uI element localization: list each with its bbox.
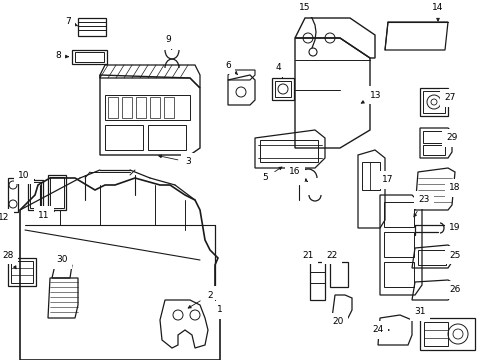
Bar xyxy=(422,131,444,143)
Bar xyxy=(150,97,160,118)
Bar xyxy=(28,180,43,210)
Text: 10: 10 xyxy=(18,171,34,180)
Bar xyxy=(417,250,445,265)
Bar xyxy=(260,140,317,162)
Bar xyxy=(422,91,444,113)
Text: 9: 9 xyxy=(165,36,172,49)
Text: 17: 17 xyxy=(381,175,393,184)
Text: 15: 15 xyxy=(299,4,311,17)
Text: 11: 11 xyxy=(38,210,55,220)
Bar xyxy=(329,262,347,287)
Bar xyxy=(383,262,413,287)
Bar xyxy=(148,125,185,150)
Text: 3: 3 xyxy=(158,155,190,166)
Bar xyxy=(419,318,474,350)
Bar xyxy=(274,81,290,97)
Bar xyxy=(361,162,379,190)
Bar xyxy=(419,88,447,116)
Text: 14: 14 xyxy=(431,4,443,21)
Text: 30: 30 xyxy=(56,256,68,265)
Text: 26: 26 xyxy=(448,285,460,294)
Text: 22: 22 xyxy=(325,251,337,260)
Bar xyxy=(30,182,41,208)
Text: 28: 28 xyxy=(2,251,16,269)
Bar xyxy=(8,258,36,286)
Text: 27: 27 xyxy=(444,94,455,103)
Bar xyxy=(75,52,104,62)
Text: 20: 20 xyxy=(332,318,343,327)
Bar xyxy=(422,145,444,155)
Text: 18: 18 xyxy=(448,184,460,193)
Text: 8: 8 xyxy=(55,51,68,60)
Bar xyxy=(383,232,413,257)
Bar xyxy=(309,262,325,300)
Text: 19: 19 xyxy=(448,224,460,233)
Bar xyxy=(48,175,66,210)
Bar xyxy=(423,322,447,346)
Bar xyxy=(72,50,107,64)
Text: 31: 31 xyxy=(413,307,426,316)
Text: 23: 23 xyxy=(413,195,429,217)
Text: 21: 21 xyxy=(302,251,313,260)
Bar xyxy=(11,261,33,283)
Text: 16: 16 xyxy=(289,167,307,182)
Bar xyxy=(108,97,118,118)
Text: 4: 4 xyxy=(275,63,282,77)
Text: 24: 24 xyxy=(372,325,388,334)
Text: 5: 5 xyxy=(262,167,281,183)
Bar xyxy=(271,78,293,100)
Bar xyxy=(383,202,413,227)
Bar xyxy=(122,97,132,118)
Text: 12: 12 xyxy=(0,213,10,222)
Bar xyxy=(136,97,146,118)
Bar xyxy=(105,125,142,150)
Text: 13: 13 xyxy=(361,90,381,103)
Text: 25: 25 xyxy=(448,251,460,260)
Text: 7: 7 xyxy=(65,18,78,27)
Bar xyxy=(50,177,64,208)
Bar xyxy=(78,18,106,36)
Text: 2: 2 xyxy=(188,291,212,308)
Text: 6: 6 xyxy=(224,60,237,75)
Text: 1: 1 xyxy=(215,301,223,315)
Bar xyxy=(105,95,190,120)
Bar xyxy=(163,97,174,118)
Text: 29: 29 xyxy=(446,134,457,143)
